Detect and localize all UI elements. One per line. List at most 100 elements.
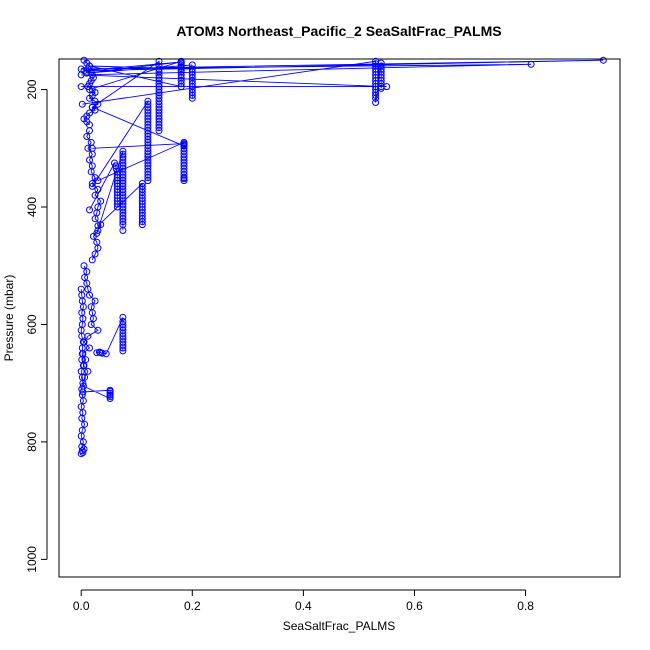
data-point xyxy=(77,367,85,375)
y-axis-label: Pressure (mbar) xyxy=(2,275,16,362)
data-point xyxy=(91,106,99,114)
data-point xyxy=(87,321,95,328)
data-point xyxy=(93,238,101,246)
data-point xyxy=(188,91,196,99)
data-point xyxy=(88,162,96,170)
data-point xyxy=(78,443,86,451)
series-5 xyxy=(93,147,127,237)
data-point xyxy=(80,262,88,270)
data-point xyxy=(155,124,163,132)
series-13 xyxy=(80,56,102,129)
y-tick-label: 200 xyxy=(25,79,39,99)
y-tick-label: 1000 xyxy=(25,546,39,573)
data-point xyxy=(180,177,188,185)
data-point xyxy=(372,94,380,102)
data-point xyxy=(94,326,102,334)
data-point xyxy=(94,203,102,211)
data-point xyxy=(155,127,163,135)
data-point xyxy=(80,338,88,346)
data-point xyxy=(81,274,89,281)
data-point xyxy=(88,182,96,190)
series-line xyxy=(96,151,124,234)
data-point xyxy=(86,344,93,352)
x-axis: 0.0 0.2 0.4 0.6 0.8 xyxy=(73,589,534,613)
data-point xyxy=(83,133,91,140)
data-point xyxy=(599,56,607,64)
y-tick-label: 400 xyxy=(25,197,39,217)
series-1 xyxy=(78,262,114,402)
series-2 xyxy=(93,313,127,358)
series-line xyxy=(97,182,143,227)
data-point xyxy=(77,403,85,411)
x-tick-label: 0.4 xyxy=(295,599,312,613)
data-point xyxy=(87,68,95,76)
data-point xyxy=(84,144,92,152)
data-point xyxy=(94,177,102,185)
data-point xyxy=(372,91,380,99)
data-point xyxy=(97,197,105,205)
data-point xyxy=(93,229,101,237)
data-point xyxy=(138,221,146,229)
y-axis: 200 400 600 800 1000 xyxy=(25,79,48,573)
data-point xyxy=(81,373,89,381)
data-point xyxy=(84,332,92,340)
x-tick-label: 0.2 xyxy=(184,599,201,613)
data-point xyxy=(88,144,96,152)
data-point xyxy=(86,156,93,164)
chart-title: ATOM3 Northeast_Pacific_2 SeaSaltFrac_PA… xyxy=(176,23,501,39)
data-point xyxy=(82,356,90,364)
x-tick-label: 0.0 xyxy=(73,599,90,613)
x-tick-label: 0.8 xyxy=(517,599,534,613)
data-point xyxy=(86,94,93,102)
data-point xyxy=(119,313,127,321)
data-point xyxy=(91,250,99,258)
data-point xyxy=(87,303,95,311)
data-point xyxy=(119,218,127,226)
data-point xyxy=(84,367,92,375)
data-point xyxy=(188,61,196,69)
x-axis-label: SeaSaltFrac_PALMS xyxy=(283,619,396,633)
data-point xyxy=(188,94,196,102)
x-tick-label: 0.6 xyxy=(406,599,423,613)
data-point xyxy=(94,100,102,108)
data-point xyxy=(119,227,127,234)
data-point xyxy=(94,222,102,230)
data-point xyxy=(119,347,127,355)
data-point xyxy=(383,83,391,91)
data-point xyxy=(80,445,88,453)
plot-frame xyxy=(58,58,621,578)
y-tick-label: 600 xyxy=(25,314,39,334)
data-point xyxy=(88,256,96,264)
data-point xyxy=(527,60,535,68)
data-point xyxy=(86,121,93,129)
data-point xyxy=(144,174,152,182)
data-point xyxy=(144,177,152,185)
data-point xyxy=(78,350,86,358)
data-point xyxy=(98,349,106,357)
series-line xyxy=(86,130,102,261)
data-layer xyxy=(77,56,607,458)
series-line xyxy=(81,59,604,88)
data-point xyxy=(138,218,146,226)
data-point xyxy=(78,100,86,108)
data-point xyxy=(91,297,99,305)
data-point xyxy=(86,206,93,214)
data-point xyxy=(83,268,91,276)
y-tick-label: 800 xyxy=(25,432,39,452)
data-point xyxy=(79,362,87,370)
data-point xyxy=(180,142,188,150)
data-point xyxy=(106,395,114,402)
data-point xyxy=(78,426,86,434)
data-point xyxy=(83,279,91,287)
series-7 xyxy=(88,97,152,190)
data-point xyxy=(79,382,87,390)
data-point xyxy=(77,285,85,293)
data-point xyxy=(372,99,380,106)
data-point xyxy=(119,344,127,352)
series-6 xyxy=(94,180,146,230)
series-0 xyxy=(77,285,89,458)
data-point xyxy=(77,83,85,91)
data-point xyxy=(102,350,110,358)
